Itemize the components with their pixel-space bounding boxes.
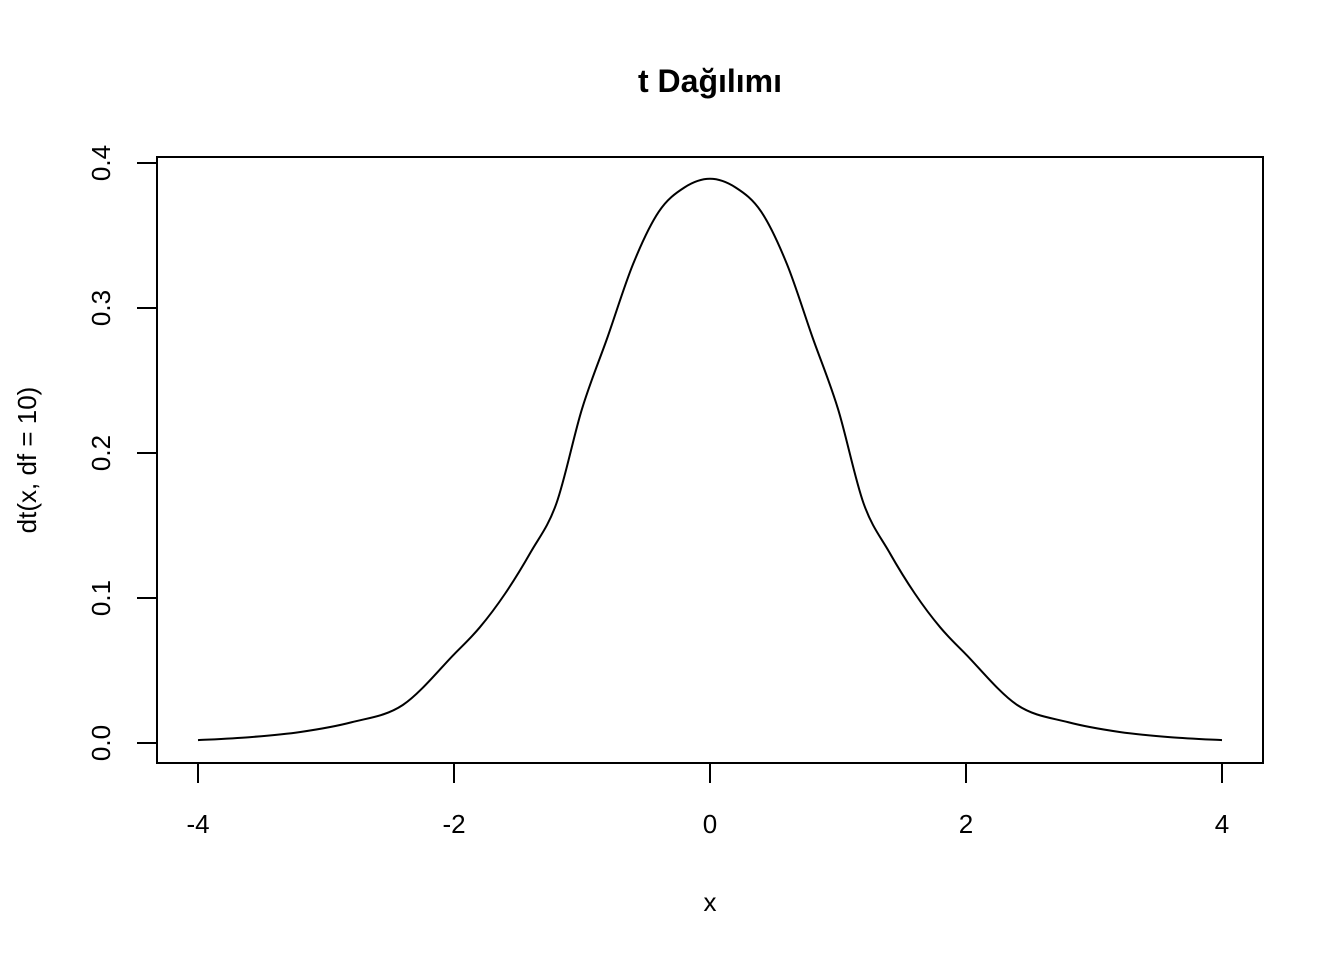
y-tick-label: 0.0	[86, 725, 116, 761]
x-tick-label: 0	[703, 809, 717, 839]
x-tick-label: 4	[1215, 809, 1229, 839]
density-curve-line	[197, 177, 1223, 742]
x-axis-title: x	[704, 887, 717, 917]
x-tick-label: 2	[959, 809, 973, 839]
y-tick-label: 0.4	[86, 145, 116, 181]
x-axis: -4 -2 0 2 4	[186, 762, 1229, 839]
plot-frame	[156, 156, 1264, 764]
x-tick-label: -4	[186, 809, 209, 839]
y-axis: 0.0 0.1 0.2 0.3 0.4	[86, 145, 158, 761]
y-tick-label: 0.1	[86, 580, 116, 616]
chart-title: t Dağılımı	[638, 63, 782, 99]
x-tick-label: -2	[442, 809, 465, 839]
y-axis-title: dt(x, df = 10)	[12, 387, 42, 534]
y-tick-label: 0.3	[86, 290, 116, 326]
y-tick-label: 0.2	[86, 435, 116, 471]
